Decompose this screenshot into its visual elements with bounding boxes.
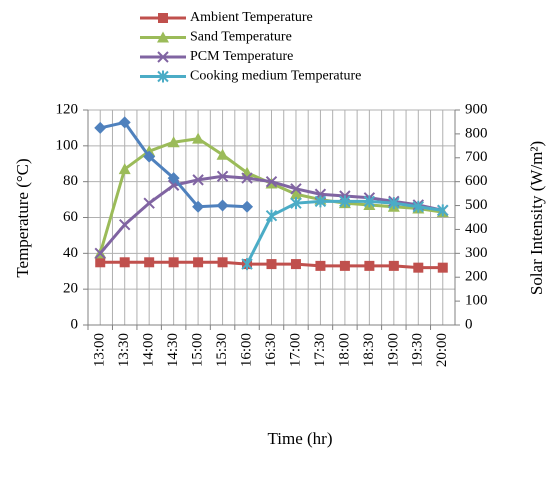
marker bbox=[290, 183, 302, 195]
y-tick-label: 0 bbox=[71, 316, 79, 332]
y2-tick-label: 600 bbox=[465, 173, 488, 189]
marker bbox=[266, 259, 277, 270]
marker bbox=[192, 132, 205, 144]
y2-tick-label: 100 bbox=[465, 293, 488, 309]
marker bbox=[265, 175, 278, 188]
x-tick-label: 17:30 bbox=[312, 333, 328, 367]
x-tick-label: 15:30 bbox=[214, 333, 230, 367]
marker bbox=[216, 148, 229, 160]
y2-tick-label: 800 bbox=[465, 125, 488, 141]
marker bbox=[118, 163, 131, 175]
marker bbox=[265, 209, 278, 222]
marker bbox=[315, 260, 326, 271]
y2-tick-label: 700 bbox=[465, 149, 488, 165]
marker bbox=[217, 257, 228, 268]
marker bbox=[157, 31, 169, 43]
y-tick-label: 120 bbox=[56, 101, 79, 117]
marker bbox=[118, 218, 131, 231]
y-tick-label: 80 bbox=[63, 173, 78, 189]
marker bbox=[339, 195, 351, 208]
marker bbox=[290, 259, 301, 270]
y-tick-label: 40 bbox=[63, 245, 78, 261]
x-tick-label: 14:30 bbox=[165, 333, 181, 367]
marker bbox=[216, 170, 229, 182]
marker bbox=[289, 188, 302, 200]
y2-tick-label: 500 bbox=[465, 197, 488, 213]
x-tick-label: 20:00 bbox=[434, 333, 450, 367]
legend-label: Cooking medium Temperature bbox=[190, 69, 361, 84]
x-tick-label: 18:00 bbox=[336, 333, 352, 367]
x-tick-label: 13:00 bbox=[92, 333, 108, 367]
marker bbox=[290, 197, 302, 210]
marker bbox=[437, 204, 449, 217]
marker bbox=[144, 257, 155, 268]
marker bbox=[119, 257, 130, 268]
y2-tick-label: 200 bbox=[465, 269, 488, 285]
x-tick-label: 19:30 bbox=[410, 333, 426, 367]
marker bbox=[388, 197, 400, 210]
x-tick-label: 14:00 bbox=[141, 333, 157, 367]
y-tick-label: 100 bbox=[56, 137, 79, 153]
y2-tick-label: 400 bbox=[465, 221, 488, 237]
legend-label: PCM Temperature bbox=[190, 49, 293, 64]
marker bbox=[241, 200, 254, 213]
marker bbox=[157, 70, 169, 83]
marker bbox=[216, 199, 229, 212]
marker bbox=[241, 258, 253, 271]
y2-axis-title: Solar Intensity (W/m²) bbox=[527, 141, 546, 295]
marker bbox=[412, 200, 425, 213]
marker bbox=[158, 13, 168, 23]
y-tick-label: 60 bbox=[63, 209, 78, 225]
marker bbox=[94, 247, 106, 260]
legend-label: Sand Temperature bbox=[190, 30, 292, 45]
marker bbox=[413, 262, 424, 273]
marker bbox=[314, 195, 327, 208]
x-tick-label: 13:30 bbox=[116, 333, 132, 367]
marker bbox=[143, 197, 155, 209]
marker bbox=[388, 260, 399, 271]
marker bbox=[143, 150, 156, 163]
marker bbox=[95, 257, 106, 268]
marker bbox=[339, 260, 350, 271]
y-axis-title: Temperature (°C) bbox=[13, 158, 32, 277]
y2-tick-label: 300 bbox=[465, 245, 488, 261]
marker bbox=[192, 200, 205, 213]
marker bbox=[167, 172, 180, 185]
y2-tick-label: 900 bbox=[465, 101, 488, 117]
marker bbox=[437, 262, 448, 273]
marker bbox=[193, 257, 204, 268]
marker bbox=[118, 116, 131, 129]
y2-tick-label: 0 bbox=[465, 316, 473, 332]
y-tick-label: 20 bbox=[63, 281, 78, 297]
x-axis-title: Time (hr) bbox=[267, 429, 332, 448]
marker bbox=[363, 195, 376, 208]
legend-label: Ambient Temperature bbox=[190, 10, 313, 25]
marker bbox=[364, 260, 375, 271]
x-tick-label: 18:30 bbox=[361, 333, 377, 367]
x-tick-label: 16:30 bbox=[263, 333, 279, 367]
marker bbox=[192, 174, 204, 186]
x-tick-label: 15:00 bbox=[190, 333, 206, 367]
x-tick-label: 19:00 bbox=[385, 333, 401, 367]
marker bbox=[157, 51, 169, 63]
x-tick-label: 16:00 bbox=[238, 333, 254, 367]
x-tick-label: 17:00 bbox=[287, 333, 303, 367]
marker bbox=[168, 257, 179, 268]
marker bbox=[94, 121, 107, 134]
marker bbox=[167, 136, 180, 148]
marker bbox=[241, 172, 253, 184]
